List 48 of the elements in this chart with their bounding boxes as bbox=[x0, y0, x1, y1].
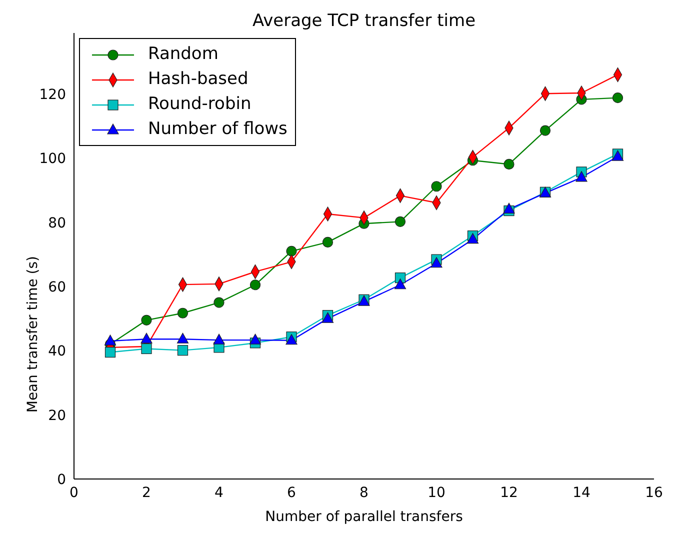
y-tick-label: 100 bbox=[39, 151, 66, 168]
x-tick-label: 14 bbox=[572, 484, 590, 501]
x-tick-label: 4 bbox=[214, 484, 224, 501]
point bbox=[540, 125, 551, 136]
x-tick-label: 10 bbox=[428, 484, 446, 501]
point bbox=[394, 278, 406, 290]
point bbox=[504, 158, 514, 170]
point bbox=[214, 297, 224, 308]
y-axis-title: Mean transfer time (s) bbox=[24, 256, 41, 413]
point bbox=[140, 332, 152, 344]
point bbox=[104, 346, 116, 358]
point bbox=[250, 280, 261, 290]
point bbox=[286, 334, 298, 345]
legend-label: Round-robin bbox=[148, 93, 252, 116]
point bbox=[430, 257, 442, 268]
legend-label: Hash-based bbox=[148, 68, 248, 91]
y-tick-label: 20 bbox=[48, 408, 66, 424]
point bbox=[286, 246, 297, 256]
point bbox=[177, 308, 188, 318]
point bbox=[176, 332, 189, 344]
point bbox=[141, 314, 152, 326]
point bbox=[213, 334, 225, 344]
y-tick-label: 60 bbox=[48, 279, 66, 296]
point bbox=[503, 202, 515, 214]
y-tick-label: 0 bbox=[57, 472, 66, 488]
y-tick-label: 80 bbox=[48, 215, 66, 232]
x-tick-label: 8 bbox=[360, 484, 368, 501]
point bbox=[431, 181, 442, 192]
point bbox=[466, 233, 479, 244]
legend-label: Random bbox=[148, 43, 218, 66]
y-tick-label: 120 bbox=[39, 86, 66, 103]
x-tick-label: 12 bbox=[500, 484, 518, 501]
point bbox=[104, 334, 116, 346]
y-tick-label: 40 bbox=[48, 344, 66, 360]
x-tick-label: 6 bbox=[287, 484, 296, 501]
x-axis-title: Number of parallel transfers bbox=[265, 509, 463, 525]
x-tick-label: 2 bbox=[142, 484, 151, 501]
point bbox=[249, 334, 262, 344]
point bbox=[394, 216, 406, 227]
legend-label: Number of flows bbox=[148, 118, 288, 141]
point bbox=[322, 236, 334, 248]
x-tick-label: 16 bbox=[645, 484, 663, 501]
point bbox=[576, 171, 588, 182]
point bbox=[141, 343, 152, 354]
point bbox=[612, 92, 624, 104]
chart-title: Average TCP transfer time bbox=[251, 11, 477, 31]
point bbox=[177, 345, 188, 356]
x-tick-label: 0 bbox=[70, 484, 78, 501]
